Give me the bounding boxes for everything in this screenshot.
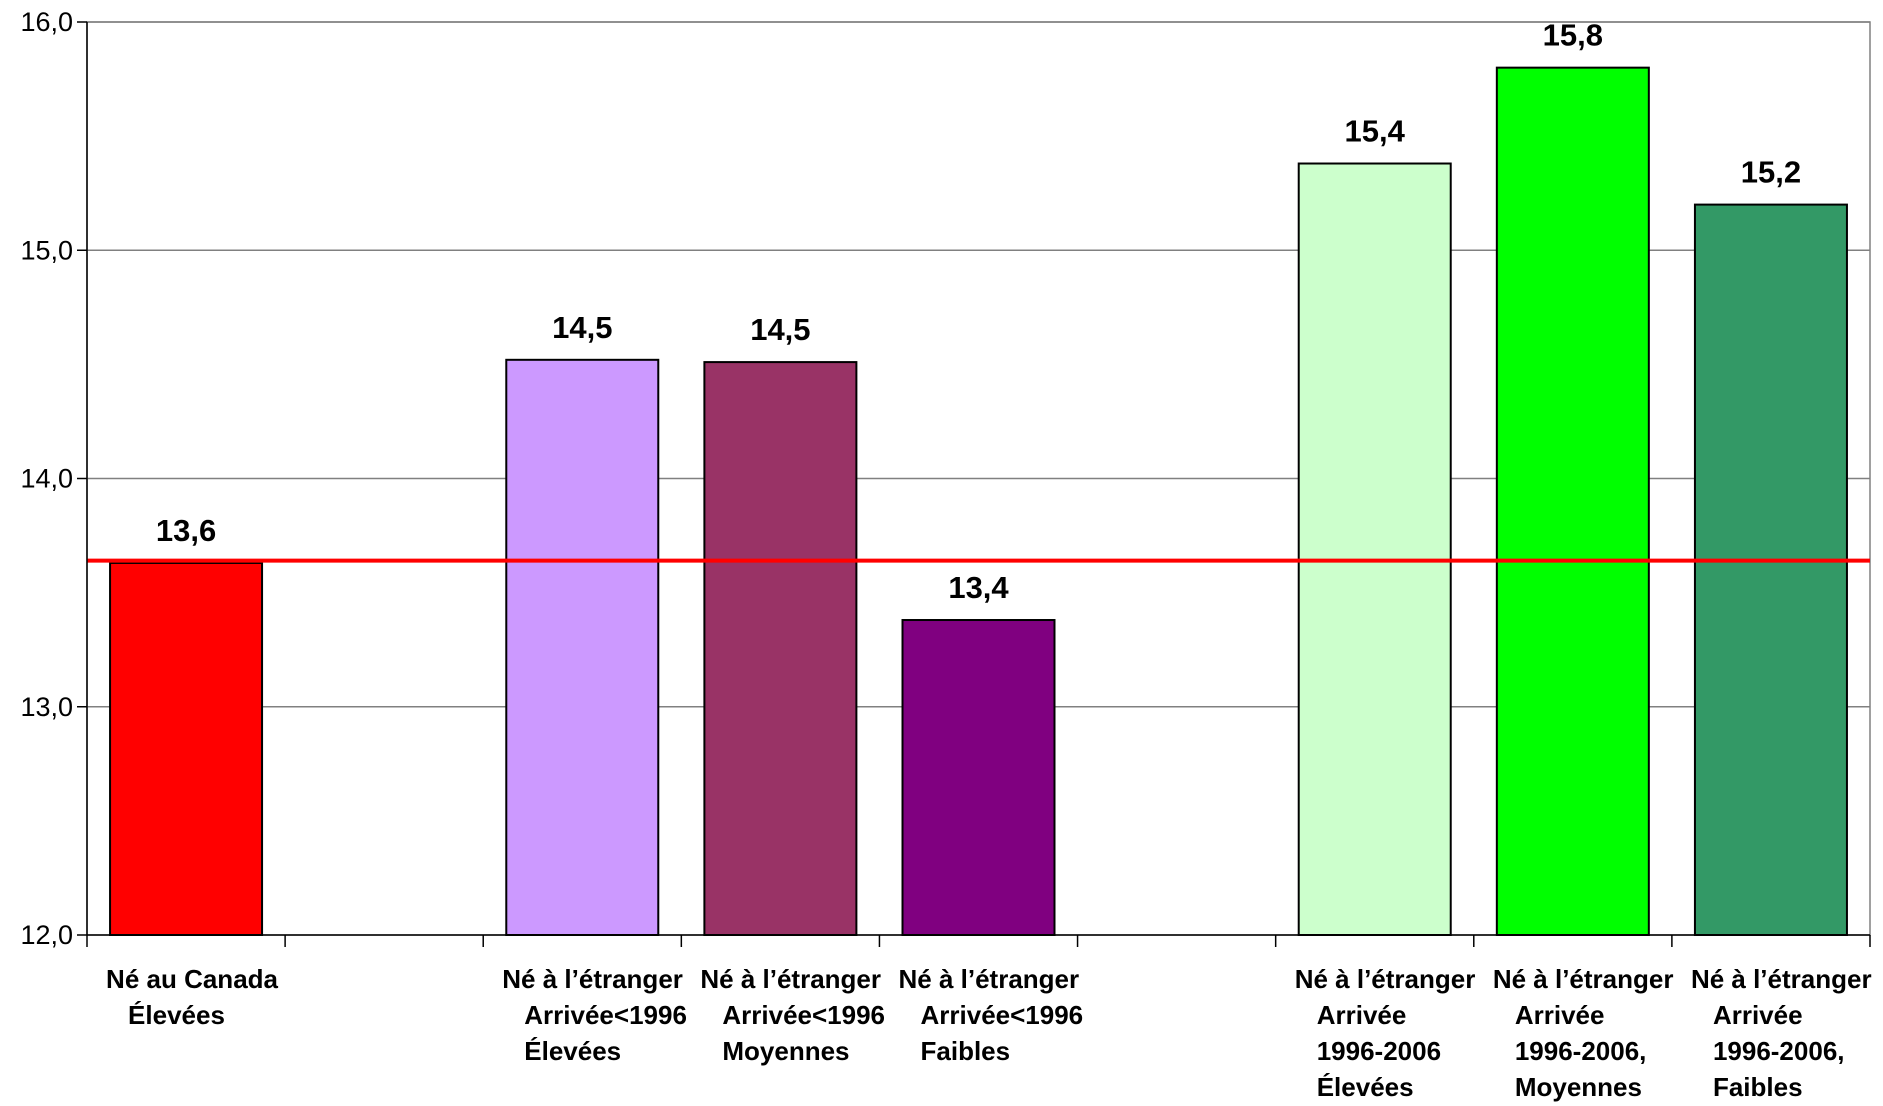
x-category-label-line: Moyennes <box>722 1036 849 1066</box>
x-category-label: Né à l’étranger Arrivée<1996 Élevées <box>502 964 687 1066</box>
y-tick-labels: 12,0 13,0 14,0 15,0 16,0 <box>20 7 73 950</box>
x-category-label-line: Faibles <box>921 1036 1011 1066</box>
data-label: 15,2 <box>1741 155 1801 190</box>
x-category-label-line: Arrivée <box>1713 1000 1803 1030</box>
x-category-label-line: Élevées <box>128 1000 225 1030</box>
x-category-label-line: Arrivée <box>1317 1000 1407 1030</box>
data-label: 14,5 <box>552 310 612 345</box>
x-category-label-line: Né à l’étranger <box>700 964 881 994</box>
bar <box>1495 66 1650 936</box>
x-category-labels: Né au Canada Élevées Né à l’étranger Arrivé… <box>106 964 1872 1102</box>
data-labels: 13,6 14,5 14,5 13,4 15,4 15,8 15,2 <box>156 18 1801 605</box>
x-category-label: Né à l’étranger Arrivée 1996-2006, Moyennes <box>1493 964 1674 1102</box>
x-category-label-line: Élevées <box>524 1036 621 1066</box>
x-category-label-line: Faibles <box>1713 1072 1803 1102</box>
x-category-label-line: Arrivée<1996 <box>921 1000 1084 1030</box>
x-category-label-line: Né à l’étranger <box>1295 964 1476 994</box>
x-category-label-line: Élevées <box>1317 1072 1414 1102</box>
y-tick-label: 12,0 <box>20 920 73 950</box>
x-category-label: Né à l’étranger Arrivée 1996-2006, Faibles <box>1691 964 1872 1102</box>
x-category-label: Né à l’étranger Arrivée<1996 Faibles <box>899 964 1084 1066</box>
y-tick-label: 13,0 <box>20 692 73 722</box>
bars <box>109 66 1848 937</box>
x-category-label-line: Arrivée<1996 <box>524 1000 687 1030</box>
bar <box>109 561 264 936</box>
bar <box>703 361 858 936</box>
x-category-label-line: Arrivée <box>1515 1000 1605 1030</box>
data-label: 15,8 <box>1543 18 1603 53</box>
data-label: 13,6 <box>156 513 216 548</box>
bar <box>505 358 660 936</box>
axes <box>77 21 1871 947</box>
x-category-label-line: Né à l’étranger <box>1493 964 1674 994</box>
bar <box>1693 203 1848 937</box>
x-category-label-line: Moyennes <box>1515 1072 1642 1102</box>
bar <box>1297 162 1452 936</box>
x-category-label-line: 1996-2006, <box>1713 1036 1845 1066</box>
x-category-label-line: Arrivée<1996 <box>722 1000 885 1030</box>
y-tick-label: 15,0 <box>20 235 73 265</box>
data-label: 14,5 <box>750 312 810 347</box>
y-tick-label: 16,0 <box>20 7 73 37</box>
x-category-label: Né à l’étranger Arrivée 1996-2006 Élevées <box>1295 964 1476 1102</box>
x-category-label: Né au Canada Élevées <box>106 964 278 1030</box>
data-label: 15,4 <box>1345 114 1406 149</box>
x-category-label-line: Né au Canada <box>106 964 278 994</box>
x-category-label-line: 1996-2006 <box>1317 1036 1441 1066</box>
bar <box>901 619 1056 936</box>
y-tick-label: 14,0 <box>20 464 73 494</box>
x-category-label: Né à l’étranger Arrivée<1996 Moyennes <box>700 964 885 1066</box>
x-category-label-line: Né à l’étranger <box>1691 964 1872 994</box>
data-label: 13,4 <box>948 570 1009 605</box>
x-category-label-line: Né à l’étranger <box>899 964 1080 994</box>
x-category-label-line: 1996-2006, <box>1515 1036 1647 1066</box>
x-category-label-line: Né à l’étranger <box>502 964 683 994</box>
